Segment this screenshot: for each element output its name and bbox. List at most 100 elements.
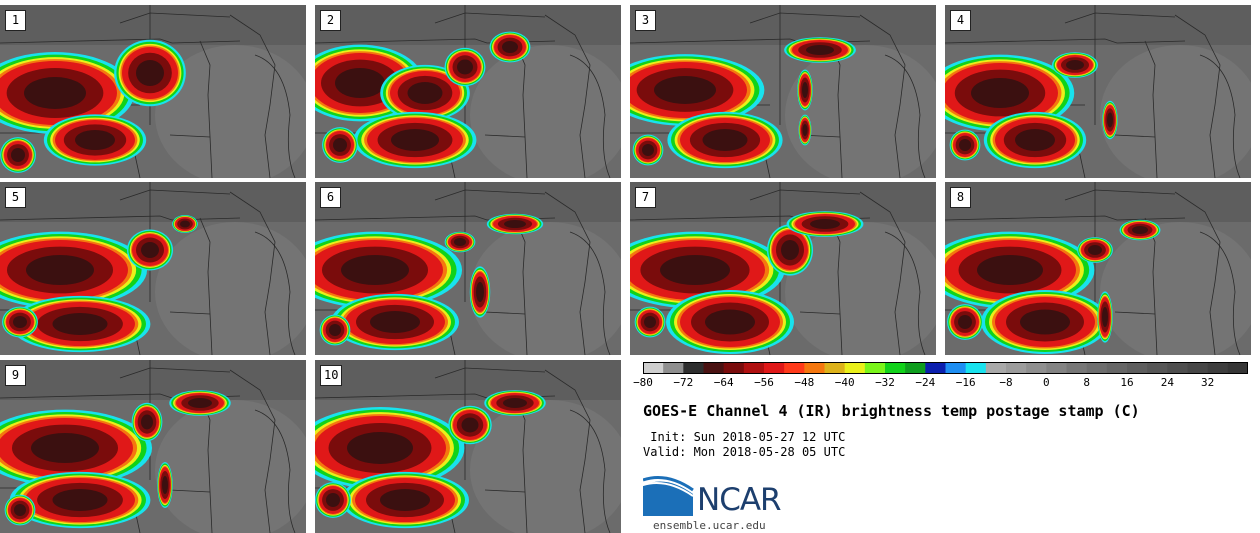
colorbar-segment <box>1086 362 1108 374</box>
ir-satellite-map <box>630 182 936 355</box>
storm-cloud-shape <box>959 139 971 151</box>
colorbar-tick-labels: −80 −72 −64 −56 −48 −40 −32 −24 −16 −8 0 8 16 24 32 <box>633 376 1248 390</box>
colorbar-frame <box>643 362 1248 374</box>
colorbar-tick-label: −64 <box>713 376 734 389</box>
colorbar-segment <box>1106 362 1128 374</box>
member-number-label: 7 <box>635 187 656 208</box>
member-number-label: 10 <box>320 365 343 386</box>
storm-cloud-shape <box>11 148 25 162</box>
state-border-line <box>199 40 213 178</box>
storm-cloud-shape <box>806 45 834 55</box>
colorbar-segment <box>985 362 1007 374</box>
colorbar-segment <box>764 362 785 374</box>
storm-cloud-shape <box>13 316 27 328</box>
state-border-line <box>199 217 213 355</box>
storm-cloud-shape <box>380 489 430 511</box>
state-border-line <box>119 12 231 24</box>
state-border-line <box>1199 54 1241 178</box>
state-border-line <box>169 134 211 138</box>
storm-cloud-shape <box>162 476 168 494</box>
member-number-label: 5 <box>5 187 26 208</box>
state-border-line <box>569 231 611 355</box>
storm-cloud-shape <box>705 309 755 335</box>
storm-cloud-shape <box>24 77 86 109</box>
storm-cloud-shape <box>802 124 808 136</box>
storm-cloud-shape <box>391 129 439 151</box>
colorbar-segment <box>743 362 765 374</box>
colorbar-segment <box>1026 362 1047 374</box>
colorbar-tick-label: −8 <box>999 376 1013 389</box>
ir-satellite-map <box>315 182 621 355</box>
colorbar-segment <box>1046 362 1067 374</box>
storm-cloud-shape <box>370 311 420 333</box>
colorbar-segment <box>1187 362 1209 374</box>
colorbar-segment <box>804 362 825 374</box>
colorbar-tick-label: 8 <box>1083 376 1090 389</box>
storm-cloud-shape <box>329 324 341 336</box>
colorbar-segment <box>824 362 846 374</box>
state-border-line <box>859 14 906 178</box>
colorbar-segment <box>683 362 704 374</box>
storm-cloud-shape <box>335 68 385 98</box>
ensemble-member-panel: 7 <box>630 182 936 355</box>
ensemble-member-panel: 6 <box>315 182 621 355</box>
colorbar-segment <box>723 362 745 374</box>
colorbar-segment <box>643 362 664 374</box>
member-number-label: 6 <box>320 187 341 208</box>
storm-cloud-shape <box>14 504 26 516</box>
state-border-line <box>1064 12 1176 24</box>
state-border-line <box>749 189 861 201</box>
colorbar-segment <box>1147 362 1168 374</box>
colorbar-tick-label: 0 <box>1043 376 1050 389</box>
colorbar-tick-label: −16 <box>955 376 976 389</box>
storm-cloud-shape <box>141 414 153 430</box>
colorbar-tick-label: −48 <box>794 376 815 389</box>
ir-satellite-map <box>630 5 936 178</box>
ensemble-member-panel: 9 <box>0 360 306 533</box>
colorbar-tick-label: −40 <box>834 376 855 389</box>
state-border-line <box>434 367 546 379</box>
storm-cloud-shape <box>1107 112 1113 128</box>
colorbar-segment <box>1207 362 1229 374</box>
valid-time: Valid: Mon 2018-05-28 05 UTC <box>643 445 846 459</box>
storm-cloud-shape <box>326 493 340 507</box>
storm-cloud-shape <box>347 432 413 464</box>
storm-cloud-shape <box>188 398 212 408</box>
storm-cloud-shape <box>52 313 108 335</box>
colorbar-segment <box>663 362 684 374</box>
state-border-line <box>119 367 231 379</box>
storm-cloud-shape <box>341 255 409 285</box>
colorbar-segment <box>703 362 725 374</box>
storm-cloud-shape <box>75 130 115 150</box>
storm-cloud-shape <box>457 59 473 75</box>
state-border-line <box>799 311 841 315</box>
ir-satellite-map <box>0 182 306 355</box>
member-number-label: 1 <box>5 10 26 31</box>
state-border-line <box>0 38 241 44</box>
storm-cloud-shape <box>141 242 159 258</box>
colorbar-segment <box>1066 362 1088 374</box>
ensemble-member-panel: 8 <box>945 182 1251 355</box>
ensemble-member-panel: 2 <box>315 5 621 178</box>
storm-cloud-shape <box>503 398 527 408</box>
init-time: Init: Sun 2018-05-27 12 UTC <box>643 430 846 444</box>
colorbar-segment <box>905 362 926 374</box>
state-border-line <box>859 191 906 355</box>
storm-cloud-shape <box>1088 245 1102 255</box>
colorbar <box>643 362 1248 374</box>
storm-cloud-shape <box>180 220 190 228</box>
state-border-line <box>544 191 591 355</box>
colorbar-segment <box>844 362 866 374</box>
state-border-line <box>749 12 861 24</box>
colorbar-tick-label: −80 <box>633 376 653 389</box>
ensemble-member-panel: 5 <box>0 182 306 355</box>
member-number-label: 9 <box>5 365 26 386</box>
storm-cloud-shape <box>502 41 518 53</box>
storm-cloud-shape <box>461 417 479 433</box>
storm-cloud-shape <box>31 433 99 463</box>
storm-cloud-shape <box>802 82 808 98</box>
storm-cloud-shape <box>407 82 443 104</box>
storm-cloud-shape <box>26 255 94 285</box>
storm-cloud-shape <box>654 76 716 104</box>
state-border-line <box>544 14 591 178</box>
